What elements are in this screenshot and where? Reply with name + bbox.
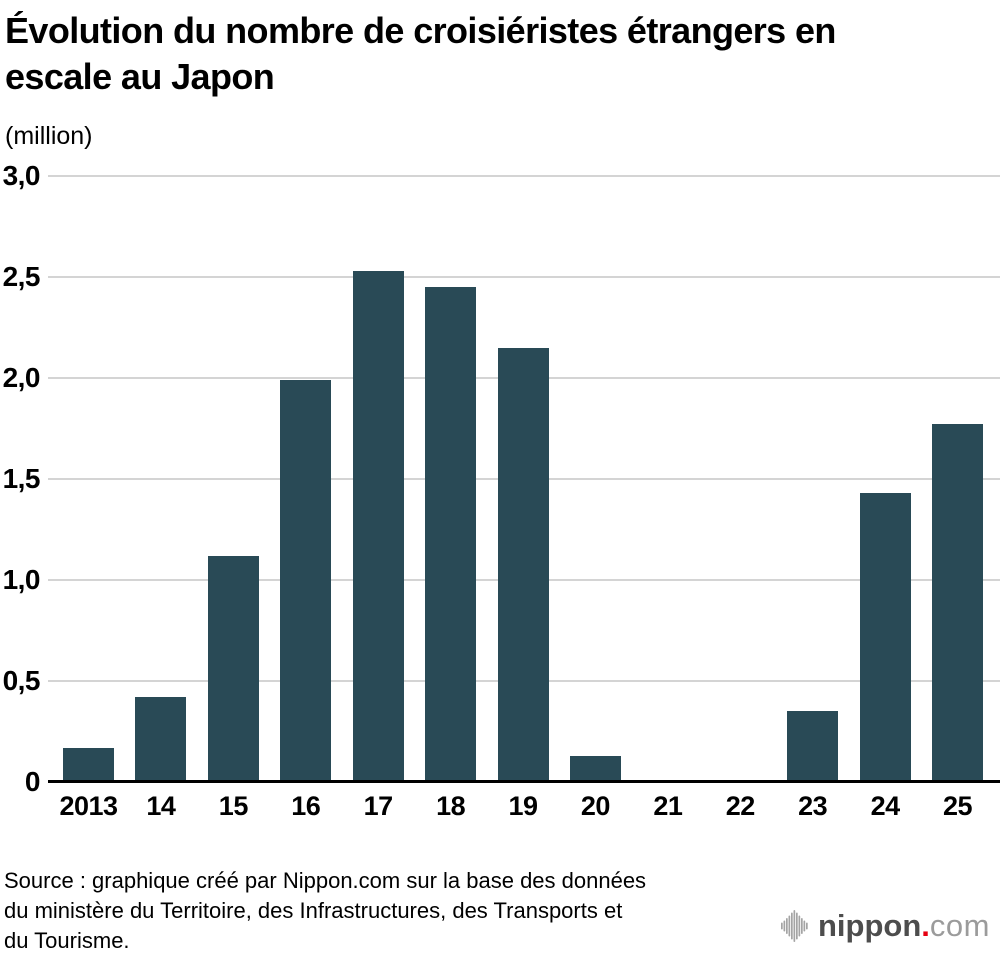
gridline [48, 175, 1000, 177]
y-axis-tick-label: 3,0 [2, 160, 41, 191]
bar [932, 424, 984, 782]
bar [352, 270, 404, 782]
source-note: Source : graphique créé par Nippon.com s… [4, 866, 646, 956]
page-title-line-2: escale au Japon [5, 56, 275, 97]
y-axis-tick-label: 1,5 [2, 463, 41, 494]
source-note-line-1: Source : graphique créé par Nippon.com s… [4, 868, 647, 893]
nippon-com-wordmark: nippon.com [818, 902, 990, 950]
y-axis-tick-label: 0 [24, 766, 41, 797]
y-axis-tick-label: 0,5 [2, 665, 41, 696]
logo-tld-text: com [929, 908, 990, 943]
y-axis-tick-label: 1,0 [2, 564, 41, 595]
y-axis-tick-label: 2,5 [2, 261, 41, 292]
bar [63, 747, 114, 782]
bar [569, 755, 621, 782]
x-axis-tick-label: 21 [653, 791, 683, 821]
x-axis-tick-label: 22 [725, 791, 756, 821]
source-note-line-3: du Tourisme. [4, 928, 130, 953]
logo-brand-text: nippon [818, 908, 922, 943]
bar [207, 555, 259, 782]
bar [280, 380, 332, 782]
bar [787, 711, 839, 782]
x-axis-line [48, 780, 1000, 783]
page-title-line-1: Évolution du nombre de croisiéristes étr… [5, 10, 836, 51]
page-title: Évolution du nombre de croisiéristes étr… [5, 8, 990, 100]
x-axis-tick-label: 20 [580, 791, 611, 821]
x-axis-tick-label: 25 [943, 791, 973, 821]
bar [135, 697, 187, 782]
x-axis-tick-label: 17 [363, 791, 394, 821]
source-note-line-2: du ministère du Territoire, des Infrastr… [4, 898, 623, 923]
gridline [48, 276, 1000, 278]
bar [859, 493, 911, 782]
x-axis-tick-label: 15 [218, 791, 249, 821]
x-axis-tick-label: 14 [146, 791, 176, 821]
bar [497, 347, 549, 782]
logo-red-dot: . [921, 908, 930, 943]
x-axis-tick-label: 23 [798, 791, 828, 821]
x-axis-tick-label: 18 [436, 791, 466, 821]
nippon-com-logo: nippon.com [781, 902, 990, 950]
x-axis-tick-label: 24 [870, 791, 901, 821]
y-axis-unit-label: (million) [5, 122, 93, 150]
nippon-soundwave-icon [781, 910, 808, 942]
x-axis-tick-label: 2013 [59, 791, 118, 821]
bar [425, 287, 477, 782]
x-axis-tick-label: 19 [508, 791, 538, 821]
y-axis-tick-label: 2,0 [2, 362, 41, 393]
x-axis-tick-label: 16 [291, 791, 321, 821]
